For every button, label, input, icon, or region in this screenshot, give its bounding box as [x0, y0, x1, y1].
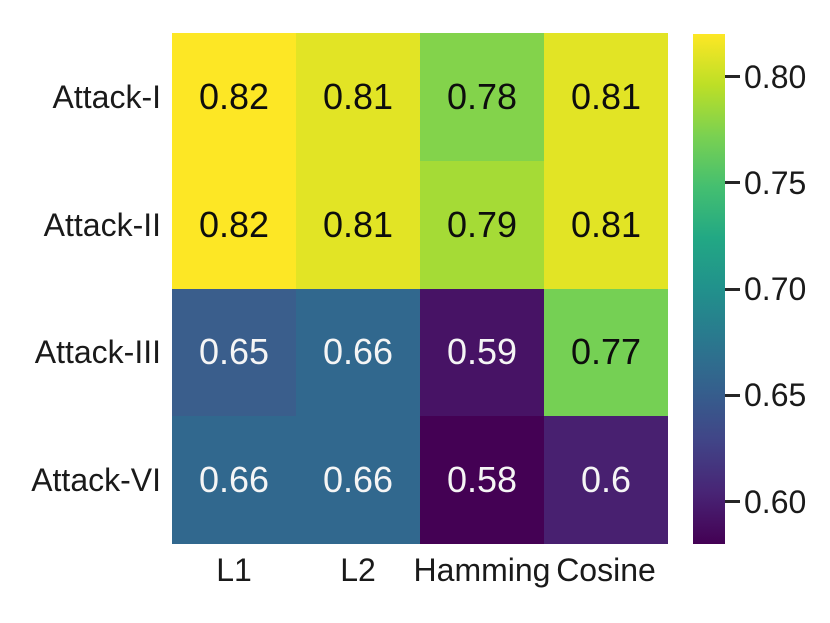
heatmap-cell: 0.81: [296, 160, 420, 289]
colorbar-tick-mark: [725, 287, 740, 291]
x-tick-label: Hamming: [413, 552, 551, 588]
cell-value: 0.77: [570, 331, 642, 373]
heatmap-cell: 0.81: [296, 33, 420, 161]
heatmap-cell: 0.66: [172, 416, 296, 544]
y-tick-label: Attack-III: [34, 334, 161, 371]
cell-value: 0.81: [322, 203, 394, 245]
x-tick-label: L2: [340, 552, 376, 588]
heatmap-cell: 0.82: [172, 33, 296, 161]
heatmap-cell: 0.81: [544, 33, 668, 161]
cell-value: 0.58: [446, 459, 518, 501]
cell-value: 0.6: [580, 459, 632, 501]
colorbar: [693, 34, 725, 544]
colorbar-tick-label: 0.60: [744, 483, 807, 520]
colorbar-tick-label: 0.70: [744, 271, 807, 307]
colorbar-tick-mark: [725, 75, 740, 78]
colorbar-tick-mark: [725, 393, 740, 397]
colorbar-tick-label: 0.80: [744, 58, 807, 95]
y-tick-label: Attack-II: [43, 206, 161, 243]
cell-value: 0.82: [198, 203, 270, 245]
heatmap-cell: 0.78: [420, 33, 544, 161]
heatmap-cell: 0.58: [420, 416, 544, 544]
cell-value: 0.66: [322, 331, 394, 373]
cell-value: 0.81: [322, 75, 394, 117]
heatmap-cell: 0.66: [296, 288, 420, 417]
cell-value: 0.82: [198, 75, 270, 117]
heatmap-cell: 0.66: [296, 416, 420, 544]
colorbar-tick-mark: [725, 500, 740, 503]
heatmap-cell: 0.82: [172, 160, 296, 289]
heatmap-cell: 0.59: [420, 288, 544, 417]
cell-value: 0.59: [446, 331, 518, 373]
cell-value: 0.79: [446, 203, 518, 245]
x-tick-label: L1: [216, 552, 252, 588]
heatmap-cell: 0.65: [172, 288, 296, 417]
heatmap-cell: 0.77: [544, 288, 668, 417]
heatmap-cell: 0.79: [420, 160, 544, 289]
y-tick-label: Attack-VI: [31, 462, 161, 499]
heatmap-cell: 0.81: [544, 160, 668, 289]
cell-value: 0.78: [446, 75, 518, 117]
cell-value: 0.65: [198, 331, 270, 373]
colorbar-tick-mark: [725, 181, 740, 185]
cell-value: 0.81: [570, 75, 642, 117]
cell-value: 0.66: [198, 459, 270, 501]
colorbar-tick-label: 0.75: [744, 164, 807, 201]
y-tick-label: Attack-I: [52, 78, 161, 115]
cell-value: 0.66: [322, 459, 394, 501]
heatmap-grid: 0.82 0.81 0.78 0.81 0.82 0.81 0.79 0.81 0.65 0.66…: [172, 33, 668, 544]
heatmap-cell: 0.6: [544, 416, 668, 544]
x-tick-label: Cosine: [556, 552, 656, 588]
colorbar-tick-label: 0.65: [744, 377, 807, 414]
cell-value: 0.81: [570, 203, 642, 245]
